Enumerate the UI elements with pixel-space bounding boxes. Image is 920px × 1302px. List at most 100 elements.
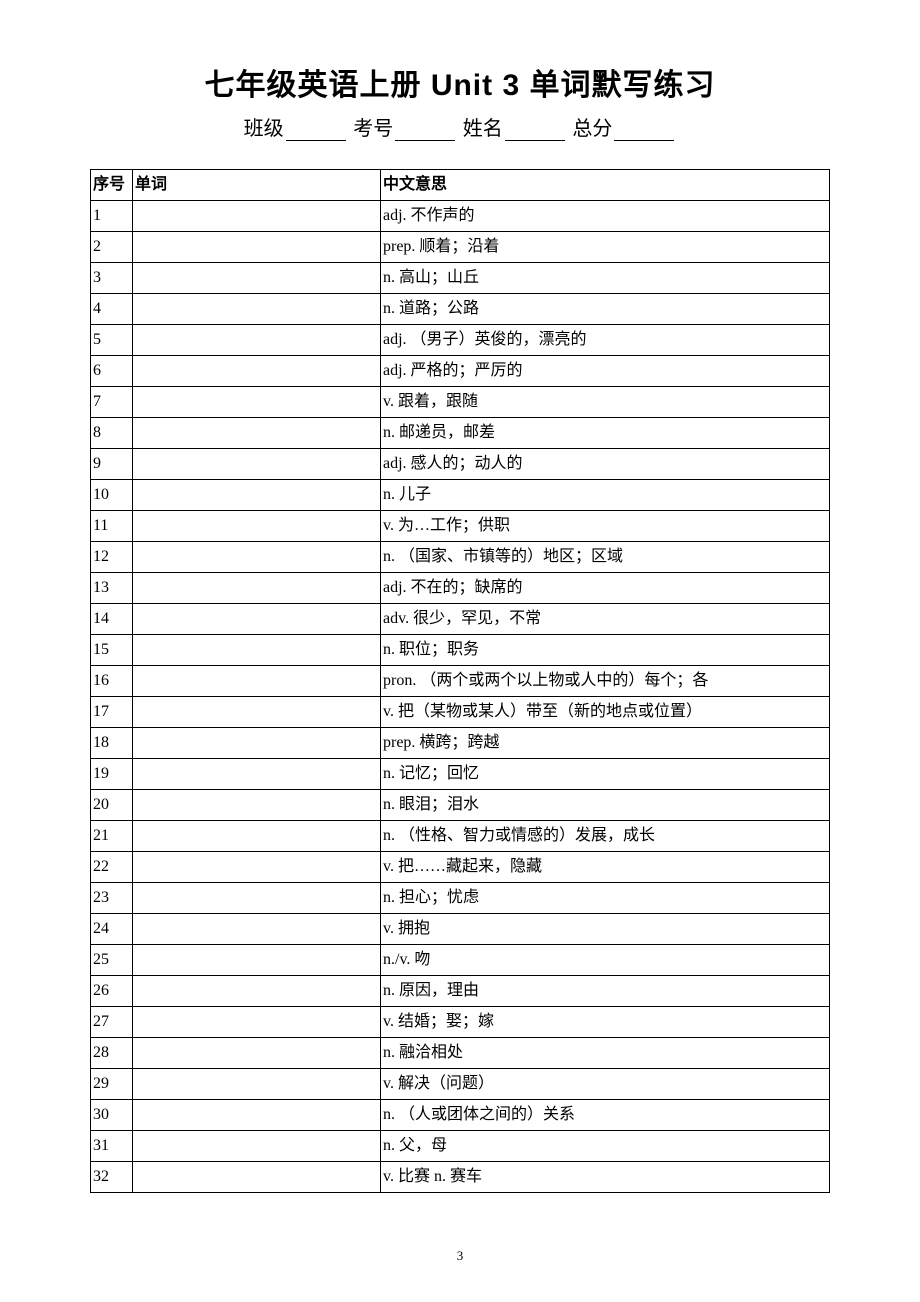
- cell-num: 27: [91, 1007, 133, 1038]
- table-row: 30 n. （人或团体之间的）关系: [91, 1100, 830, 1131]
- table-row: 16 pron. （两个或两个以上物或人中的）每个；各: [91, 666, 830, 697]
- cell-num: 18: [91, 728, 133, 759]
- cell-meaning: v. 为…工作；供职: [381, 511, 830, 542]
- table-row: 5adj. （男子）英俊的，漂亮的: [91, 325, 830, 356]
- table-row: 26 n. 原因，理由: [91, 976, 830, 1007]
- cell-word: [133, 294, 381, 325]
- cell-meaning: v. 把……藏起来，隐藏: [381, 852, 830, 883]
- cell-num: 7: [91, 387, 133, 418]
- table-row: 22 v. 把……藏起来，隐藏: [91, 852, 830, 883]
- cell-num: 16: [91, 666, 133, 697]
- cell-num: 26: [91, 976, 133, 1007]
- cell-word: [133, 480, 381, 511]
- cell-meaning: adj. 不作声的: [381, 201, 830, 232]
- class-label: 班级: [244, 118, 284, 140]
- cell-word: [133, 821, 381, 852]
- cell-num: 2: [91, 232, 133, 263]
- table-row: 1 adj. 不作声的: [91, 201, 830, 232]
- table-row: 13adj. 不在的；缺席的: [91, 573, 830, 604]
- cell-word: [133, 1038, 381, 1069]
- cell-num: 31: [91, 1131, 133, 1162]
- cell-word: [133, 1100, 381, 1131]
- cell-num: 19: [91, 759, 133, 790]
- cell-meaning: n. 原因，理由: [381, 976, 830, 1007]
- cell-num: 11: [91, 511, 133, 542]
- table-row: 9 adj. 感人的；动人的: [91, 449, 830, 480]
- cell-word: [133, 418, 381, 449]
- name-blank: [505, 123, 565, 141]
- cell-meaning: n. 担心；忧虑: [381, 883, 830, 914]
- table-row: 10n. 儿子: [91, 480, 830, 511]
- cell-meaning: adj. 严格的；严厉的: [381, 356, 830, 387]
- cell-word: [133, 666, 381, 697]
- cell-meaning: v. 拥抱: [381, 914, 830, 945]
- cell-word: [133, 1007, 381, 1038]
- cell-meaning: n. 父，母: [381, 1131, 830, 1162]
- cell-word: [133, 945, 381, 976]
- cell-word: [133, 759, 381, 790]
- table-row: 31 n. 父，母: [91, 1131, 830, 1162]
- cell-meaning: n. 高山；山丘: [381, 263, 830, 294]
- table-row: 12n. （国家、市镇等的）地区；区域: [91, 542, 830, 573]
- table-row: 21n. （性格、智力或情感的）发展，成长: [91, 821, 830, 852]
- subheader-line: 班级 考号 姓名 总分: [90, 112, 830, 141]
- cell-meaning: v. 跟着，跟随: [381, 387, 830, 418]
- cell-word: [133, 728, 381, 759]
- table-row: 7 v. 跟着，跟随: [91, 387, 830, 418]
- cell-word: [133, 263, 381, 294]
- exam-no-label: 考号: [353, 118, 393, 140]
- cell-meaning: v. 比赛 n. 赛车: [381, 1162, 830, 1193]
- cell-word: [133, 232, 381, 263]
- cell-num: 12: [91, 542, 133, 573]
- cell-num: 4: [91, 294, 133, 325]
- cell-meaning: adj. 感人的；动人的: [381, 449, 830, 480]
- total-label: 总分: [572, 118, 612, 140]
- cell-meaning: n. 融洽相处: [381, 1038, 830, 1069]
- table-row: 27 v. 结婚；娶；嫁: [91, 1007, 830, 1038]
- table-row: 8n. 邮递员，邮差: [91, 418, 830, 449]
- cell-num: 20: [91, 790, 133, 821]
- table-row: 6adj. 严格的；严厉的: [91, 356, 830, 387]
- cell-word: [133, 790, 381, 821]
- cell-word: [133, 542, 381, 573]
- header-word: 单词: [133, 170, 381, 201]
- cell-meaning: n. 记忆；回忆: [381, 759, 830, 790]
- cell-meaning: v. 把（某物或某人）带至（新的地点或位置）: [381, 697, 830, 728]
- cell-word: [133, 1131, 381, 1162]
- vocab-table: 序号 单词 中文意思 1adj. 不作声的2prep. 顺着；沿着3n. 高山；…: [90, 169, 830, 1193]
- cell-num: 1: [91, 201, 133, 232]
- cell-meaning: n./v. 吻: [381, 945, 830, 976]
- cell-meaning: adj. （男子）英俊的，漂亮的: [381, 325, 830, 356]
- header-num: 序号: [91, 170, 133, 201]
- cell-num: 29: [91, 1069, 133, 1100]
- table-row: 17v. 把（某物或某人）带至（新的地点或位置）: [91, 697, 830, 728]
- cell-meaning: n. 邮递员，邮差: [381, 418, 830, 449]
- cell-meaning: n. 道路；公路: [381, 294, 830, 325]
- cell-word: [133, 201, 381, 232]
- cell-word: [133, 1162, 381, 1193]
- table-row: 24v. 拥抱: [91, 914, 830, 945]
- table-row: 28 n. 融洽相处: [91, 1038, 830, 1069]
- cell-meaning: n. 职位；职务: [381, 635, 830, 666]
- cell-word: [133, 914, 381, 945]
- cell-meaning: v. 解决（问题）: [381, 1069, 830, 1100]
- name-label: 姓名: [463, 118, 503, 140]
- cell-num: 22: [91, 852, 133, 883]
- table-row: 32 v. 比赛 n. 赛车: [91, 1162, 830, 1193]
- cell-meaning: v. 结婚；娶；嫁: [381, 1007, 830, 1038]
- cell-word: [133, 883, 381, 914]
- cell-num: 32: [91, 1162, 133, 1193]
- cell-num: 28: [91, 1038, 133, 1069]
- cell-word: [133, 511, 381, 542]
- cell-num: 21: [91, 821, 133, 852]
- cell-meaning: pron. （两个或两个以上物或人中的）每个；各: [381, 666, 830, 697]
- cell-meaning: n. （人或团体之间的）关系: [381, 1100, 830, 1131]
- cell-word: [133, 325, 381, 356]
- table-row: 4 n. 道路；公路: [91, 294, 830, 325]
- cell-num: 30: [91, 1100, 133, 1131]
- cell-meaning: n. 眼泪；泪水: [381, 790, 830, 821]
- table-row: 20 n. 眼泪；泪水: [91, 790, 830, 821]
- table-row: 29 v. 解决（问题）: [91, 1069, 830, 1100]
- cell-num: 9: [91, 449, 133, 480]
- table-row: 15n. 职位；职务: [91, 635, 830, 666]
